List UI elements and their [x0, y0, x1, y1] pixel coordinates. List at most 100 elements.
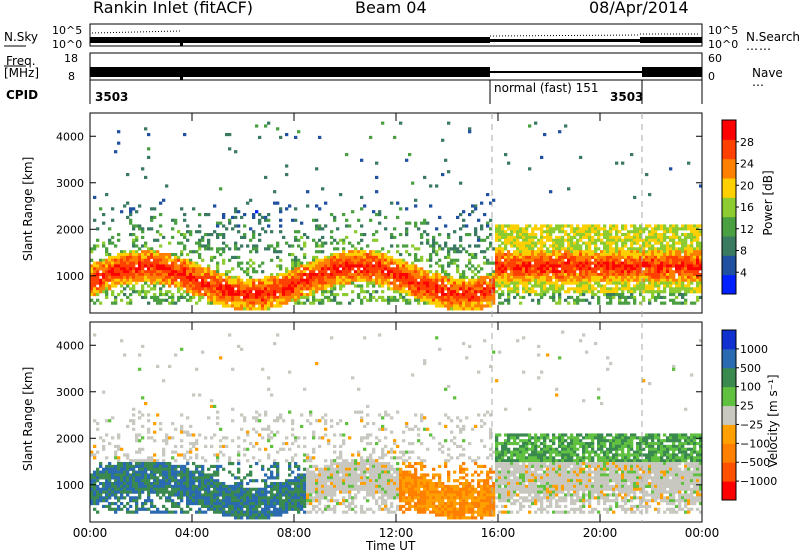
heatmap-cell — [462, 210, 466, 214]
heatmap-cell — [516, 287, 520, 291]
heatmap-cell — [456, 298, 460, 302]
heatmap-cell — [666, 247, 670, 251]
heatmap-cell — [264, 482, 268, 486]
heatmap-cell — [228, 147, 232, 151]
heatmap-cell — [126, 215, 130, 220]
heatmap-cell — [591, 230, 595, 234]
heatmap-cell — [108, 484, 112, 489]
heatmap-cell — [507, 278, 511, 282]
heatmap-cell — [351, 278, 355, 282]
heatmap-cell — [555, 278, 559, 282]
heatmap-cell — [156, 301, 160, 305]
heatmap-cell — [558, 244, 562, 248]
heatmap-cell — [603, 258, 607, 262]
heatmap-cell — [249, 510, 253, 514]
heatmap-cell — [597, 238, 601, 242]
heatmap-cell — [516, 253, 520, 257]
heatmap-cell — [216, 487, 220, 491]
heatmap-cell — [336, 264, 340, 268]
heatmap-cell — [600, 258, 604, 262]
heatmap-cell — [405, 230, 409, 234]
heatmap-cell — [576, 301, 580, 305]
heatmap-cell — [522, 255, 526, 260]
heatmap-cell — [270, 504, 274, 509]
heatmap-cell — [672, 273, 676, 277]
heatmap-cell — [201, 244, 205, 248]
heatmap-cell — [447, 301, 451, 305]
heatmap-cell — [381, 258, 385, 262]
heatmap-cell — [624, 238, 628, 242]
heatmap-cell — [114, 490, 118, 494]
heatmap-cell — [297, 258, 301, 262]
heatmap-cell — [567, 301, 571, 305]
heatmap-cell — [330, 213, 334, 217]
heatmap-cell — [135, 504, 139, 509]
heatmap-cell — [615, 281, 619, 285]
heatmap-cell — [516, 284, 520, 288]
heatmap-cell — [312, 281, 316, 285]
heatmap-cell — [183, 464, 187, 469]
heatmap-cell — [366, 267, 370, 271]
heatmap-cell — [690, 264, 694, 268]
heatmap-cell — [246, 499, 250, 503]
heatmap-cell — [150, 467, 154, 471]
heatmap-cell — [630, 247, 634, 251]
heatmap-cell — [447, 287, 451, 291]
heatmap-cell — [144, 250, 148, 254]
heatmap-cell — [417, 298, 421, 302]
heatmap-cell — [423, 221, 427, 225]
heatmap-cell — [390, 201, 394, 205]
heatmap-cell — [678, 261, 682, 265]
heatmap-cell — [123, 476, 127, 480]
heatmap-cell — [402, 244, 406, 248]
heatmap-cell — [555, 281, 559, 285]
heatmap-cell — [186, 284, 190, 288]
heatmap-cell — [639, 290, 643, 294]
heatmap-cell — [183, 484, 187, 489]
heatmap-cell — [138, 490, 142, 494]
heatmap-cell — [639, 253, 643, 257]
heatmap-cell — [138, 470, 142, 474]
heatmap-cell — [144, 244, 148, 248]
heatmap-cell — [219, 356, 223, 360]
heatmap-cell — [327, 255, 331, 260]
heatmap-cell — [387, 273, 391, 277]
heatmap-cell — [534, 284, 538, 288]
heatmap-cell — [624, 227, 628, 231]
heatmap-cell — [549, 190, 553, 194]
heatmap-cell — [156, 275, 160, 280]
heatmap-cell — [381, 261, 385, 265]
heatmap-cell — [606, 233, 610, 237]
heatmap-cell — [633, 253, 637, 257]
heatmap-cell — [192, 293, 196, 297]
heatmap-cell — [504, 238, 508, 242]
heatmap-cell — [228, 496, 232, 500]
heatmap-cell — [354, 275, 358, 280]
heatmap-cell — [195, 479, 199, 483]
heatmap-cell — [666, 278, 670, 282]
heatmap-cell — [180, 287, 184, 291]
heatmap-cell — [519, 281, 523, 285]
heatmap-cell — [267, 436, 271, 440]
heatmap-cell — [231, 290, 235, 294]
heatmap-cell — [180, 507, 184, 511]
heatmap-cell — [165, 253, 169, 257]
heatmap-cell — [669, 224, 673, 228]
heatmap-cell — [105, 273, 109, 277]
heatmap-cell — [444, 273, 448, 277]
heatmap-cell — [432, 278, 436, 282]
heatmap-cell — [258, 293, 262, 297]
heatmap-cell — [561, 230, 565, 234]
heatmap-cell — [264, 484, 268, 489]
heatmap-cell — [156, 255, 160, 260]
heatmap-cell — [663, 230, 667, 234]
heatmap-cell — [153, 250, 157, 254]
heatmap-cell — [318, 264, 322, 268]
heatmap-cell — [126, 456, 130, 460]
heatmap-cell — [108, 253, 112, 257]
heatmap-cell — [183, 476, 187, 480]
heatmap-cell — [465, 233, 469, 237]
heatmap-cell — [318, 273, 322, 277]
heatmap-cell — [234, 487, 238, 491]
heatmap-cell — [378, 213, 382, 217]
